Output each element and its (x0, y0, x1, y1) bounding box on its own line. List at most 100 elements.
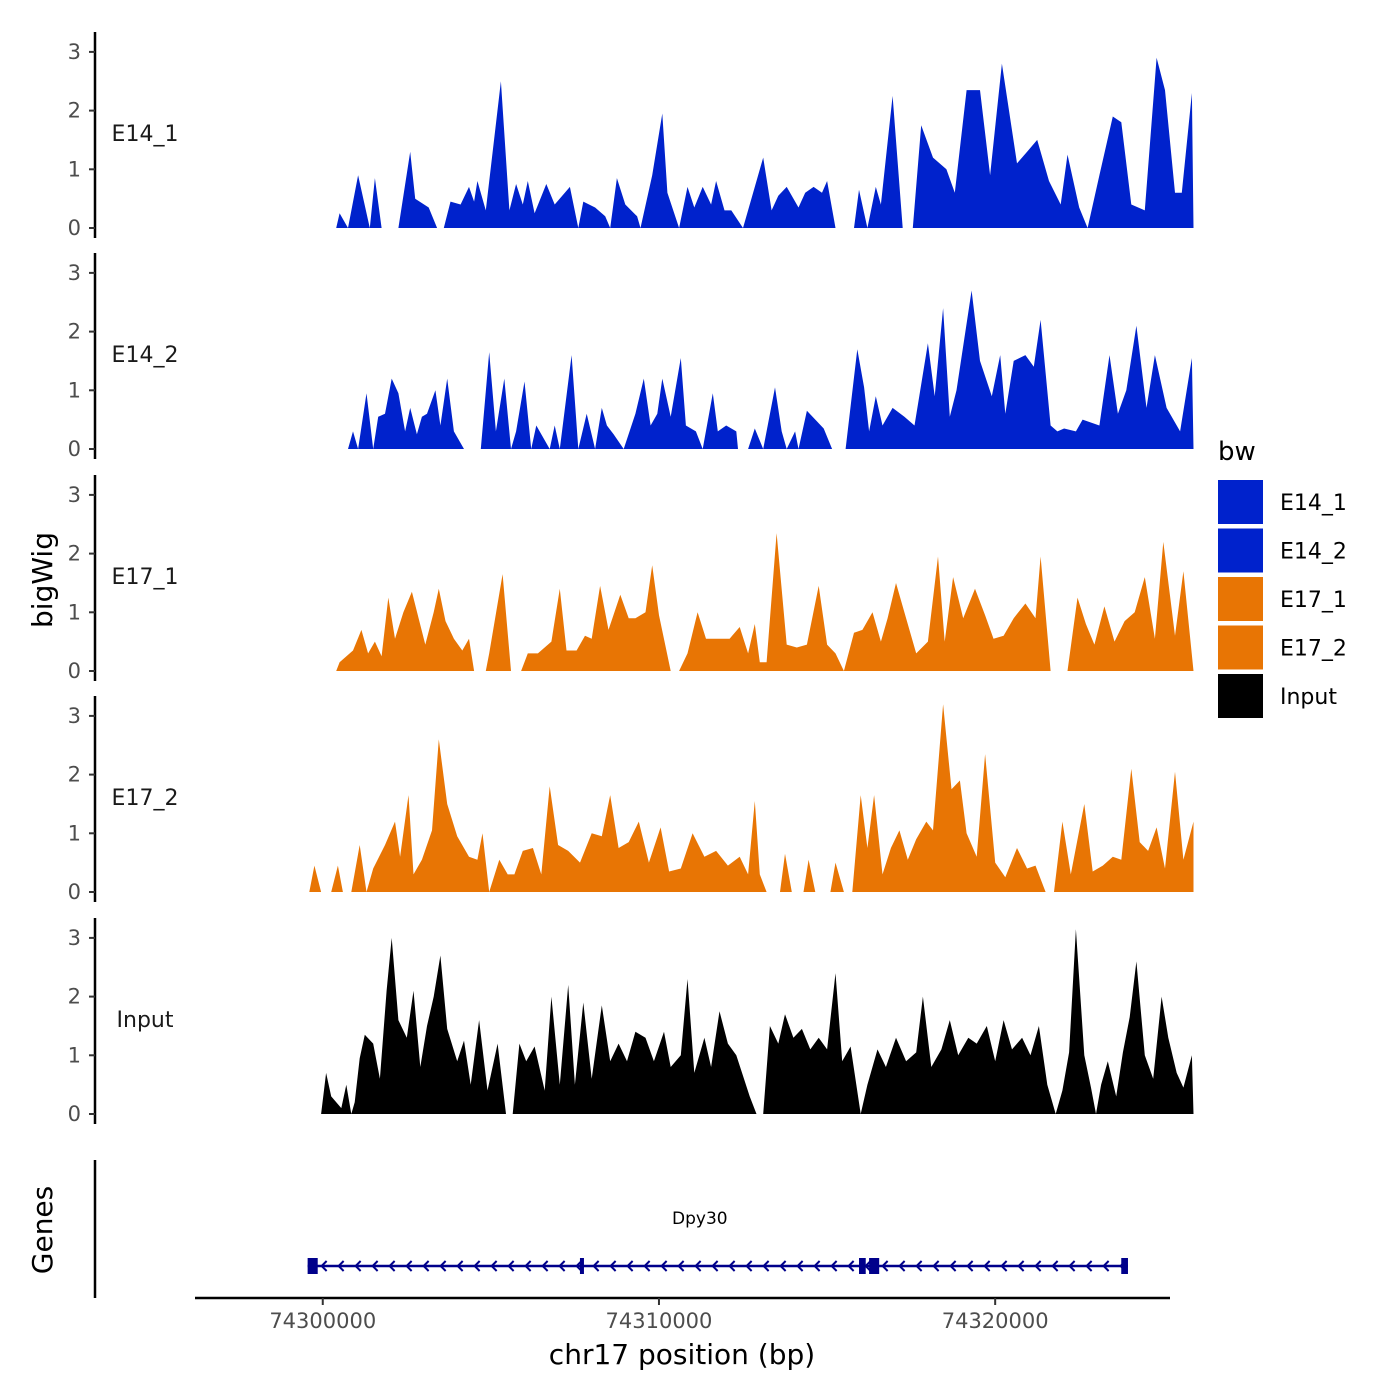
x-tick-label: 74320000 (942, 1309, 1049, 1333)
strand-arrow (337, 1260, 345, 1272)
y-tick-label: 3 (68, 926, 81, 950)
strand-arrow (558, 1260, 566, 1272)
y-tick-label: 0 (68, 1102, 81, 1126)
area-E17_2 (309, 704, 1194, 892)
track-label-E14_1: E14_1 (112, 122, 179, 147)
gene-exon (1121, 1258, 1128, 1274)
track-E14_1: 0 1 2 3 E14_1 (68, 32, 1194, 240)
y-tick-label: 3 (68, 261, 81, 285)
track-label-Input: Input (117, 1008, 174, 1033)
strand-arrow (422, 1260, 430, 1272)
strand-arrow (881, 1260, 889, 1272)
legend-label: E17_2 (1280, 637, 1347, 662)
y-tick-label: 0 (68, 659, 81, 683)
legend-title: bw (1218, 437, 1256, 467)
track-label-E14_2: E14_2 (112, 343, 179, 368)
area-E17_1 (336, 533, 1194, 671)
legend-item-E17_2: E17_2 (1218, 625, 1347, 670)
gene-exon (869, 1258, 880, 1274)
strand-arrow (779, 1260, 787, 1272)
strand-arrow (660, 1260, 668, 1272)
area-E14_2 (348, 290, 1194, 449)
y-tick-label: 2 (68, 763, 81, 787)
y-tick-label: 2 (68, 320, 81, 344)
track-E17_1: 0 1 2 3 E17_1 (68, 475, 1194, 683)
y-tick-label: 2 (68, 542, 81, 566)
strand-arrow (626, 1260, 634, 1272)
x-axis: 74300000 74310000 74320000 (195, 1296, 1170, 1333)
strand-arrow (643, 1260, 651, 1272)
legend-item-E17_1: E17_1 (1218, 577, 1347, 621)
strand-arrow (405, 1260, 413, 1272)
strand-arrow (728, 1260, 736, 1272)
y-tick-label: 1 (68, 378, 81, 402)
legend: bw E14_1 E14_2 E17_1 E17_2 Input (1218, 437, 1347, 718)
strand-arrow (847, 1260, 855, 1272)
y-tick-label: 3 (68, 40, 81, 64)
legend-swatch (1218, 528, 1263, 573)
y-tick-label: 0 (68, 880, 81, 904)
strand-arrow (983, 1260, 991, 1272)
strand-arrow (1068, 1260, 1076, 1272)
legend-label: E14_2 (1280, 540, 1347, 565)
y-tick-label: 2 (68, 985, 81, 1009)
strand-arrow (388, 1260, 396, 1272)
strand-arrow (456, 1260, 464, 1272)
y-axis-title: bigWig (26, 532, 59, 628)
y-tick-label: 1 (68, 821, 81, 845)
area-E14_1 (336, 57, 1194, 228)
area-Input (321, 929, 1194, 1114)
strand-arrow (796, 1260, 804, 1272)
track-label-E17_2: E17_2 (112, 786, 179, 811)
legend-swatch (1218, 625, 1263, 670)
y-tick-label: 1 (68, 600, 81, 624)
strand-arrow (354, 1260, 362, 1272)
strand-arrow (473, 1260, 481, 1272)
strand-arrow (371, 1260, 379, 1272)
gene-exon (859, 1258, 866, 1274)
strand-arrow (932, 1260, 940, 1272)
strand-arrow (541, 1260, 549, 1272)
legend-label: E14_1 (1280, 491, 1347, 516)
track-Input: 0 1 2 3 Input (68, 918, 1194, 1126)
y-tick-label: 3 (68, 483, 81, 507)
legend-item-E14_1: E14_1 (1218, 480, 1347, 524)
strand-arrow (1000, 1260, 1008, 1272)
strand-arrow (949, 1260, 957, 1272)
strand-arrow (745, 1260, 753, 1272)
x-axis-title: chr17 position (bp) (549, 1338, 815, 1371)
x-tick-label: 74310000 (606, 1309, 713, 1333)
strand-arrow (490, 1260, 498, 1272)
legend-label: E17_1 (1280, 588, 1347, 613)
y-tick-label: 0 (68, 437, 81, 461)
legend-swatch (1218, 480, 1263, 524)
y-tick-label: 0 (68, 216, 81, 240)
strand-arrow (762, 1260, 770, 1272)
track-E14_2: 0 1 2 3 E14_2 (68, 253, 1194, 461)
strand-arrow (1051, 1260, 1059, 1272)
strand-arrow (915, 1260, 923, 1272)
legend-item-E14_2: E14_2 (1218, 528, 1347, 573)
y-tick-label: 1 (68, 1043, 81, 1067)
strand-arrow (677, 1260, 685, 1272)
gene-exon (307, 1258, 318, 1274)
genes-panel-title: Genes (26, 1186, 59, 1274)
strand-arrow (966, 1260, 974, 1272)
strand-arrow (694, 1260, 702, 1272)
y-tick-label: 1 (68, 157, 81, 181)
strand-arrow (1034, 1260, 1042, 1272)
legend-swatch (1218, 674, 1263, 718)
strand-arrow (1085, 1260, 1093, 1272)
strand-arrow (830, 1260, 838, 1272)
strand-arrow (524, 1260, 532, 1272)
strand-arrow (813, 1260, 821, 1272)
track-label-E17_1: E17_1 (112, 565, 179, 590)
y-tick-label: 3 (68, 704, 81, 728)
gene-label: Dpy30 (672, 1209, 728, 1229)
signal-tracks: 0 1 2 3 E14_1 0 1 2 3 E14_2 0 1 2 3 E17_1 0 1 2 3 E17_2 0 1 2 3… (68, 32, 1194, 1126)
track-E17_2: 0 1 2 3 E17_2 (68, 696, 1194, 904)
strand-arrow (711, 1260, 719, 1272)
genes-panel: Dpy30 (93, 1160, 1128, 1298)
legend-swatch (1218, 577, 1263, 621)
strand-arrow (898, 1260, 906, 1272)
